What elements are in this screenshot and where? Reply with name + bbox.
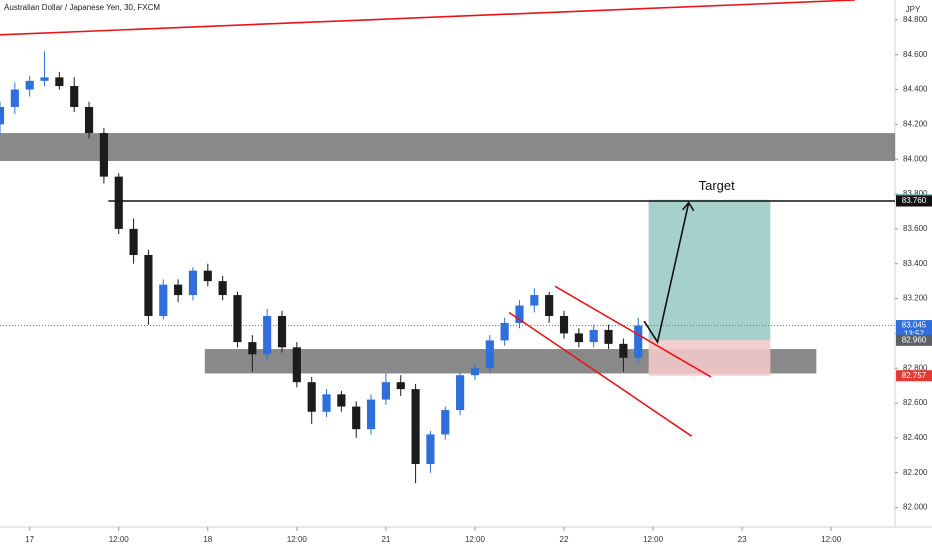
candle-body <box>233 295 242 343</box>
candle-body <box>619 343 628 358</box>
candle-body <box>203 270 212 282</box>
price-label: 83.760 <box>902 196 927 205</box>
candle-body <box>381 382 390 400</box>
candle-body <box>114 176 123 229</box>
price-label: 82.960 <box>902 335 927 344</box>
candle-body <box>515 305 524 323</box>
x-tick-label: 18 <box>203 535 212 544</box>
arrow-head <box>682 201 695 212</box>
candle-body <box>456 375 465 411</box>
y-tick-label: 82.800 <box>903 363 928 372</box>
candle-body <box>470 368 480 376</box>
price-label-time: 13:57 <box>904 330 925 339</box>
price-label: 82.757 <box>902 371 927 380</box>
candle-body <box>559 315 569 334</box>
y-tick-label: 82.400 <box>903 433 928 442</box>
candle-body <box>99 133 108 177</box>
price-label-box <box>896 195 932 207</box>
candle-body <box>574 333 583 343</box>
price-label: 83.045 <box>902 321 927 330</box>
candle-body <box>411 389 420 465</box>
candle-body <box>248 342 257 355</box>
candle-body <box>70 86 79 107</box>
candle-body <box>218 281 227 296</box>
candle-body <box>366 399 376 430</box>
y-tick-label: 84.400 <box>903 85 928 94</box>
annotation: Target <box>699 178 736 193</box>
y-tick-label: 82.200 <box>903 468 928 477</box>
candle-body <box>10 89 19 107</box>
candle-body <box>500 322 509 341</box>
candle-body <box>545 295 554 316</box>
x-tick-label: 12:00 <box>821 535 842 544</box>
y-tick-label: 84.200 <box>903 119 928 128</box>
zone <box>0 133 895 161</box>
candle-body <box>188 270 198 296</box>
trend-line <box>643 202 690 345</box>
y-tick-label: 84.600 <box>903 50 928 59</box>
candle-body <box>277 315 287 348</box>
candle-body <box>25 80 34 90</box>
candle-body <box>589 329 598 343</box>
candle-body <box>263 315 272 355</box>
price-label-box <box>896 370 932 382</box>
candle-body <box>352 406 361 430</box>
trend-line <box>554 285 712 378</box>
y-tick-label: 82.000 <box>903 503 928 512</box>
candle-body <box>55 77 64 87</box>
candle-body <box>485 340 494 369</box>
candle-body <box>129 228 138 256</box>
candle-body <box>604 329 613 344</box>
x-tick-label: 22 <box>560 535 569 544</box>
candle-body <box>159 284 168 316</box>
x-tick-label: 12:00 <box>643 535 664 544</box>
x-tick-label: 17 <box>25 535 34 544</box>
candle-body <box>322 394 331 412</box>
candle-body <box>396 382 405 390</box>
y-tick-label: 83.800 <box>903 189 928 198</box>
candle-body <box>530 295 539 306</box>
candle-body <box>634 325 643 358</box>
trend-line <box>508 311 693 437</box>
candle-body <box>144 255 153 316</box>
y-tick-label: 83.600 <box>903 224 928 233</box>
candle-body <box>426 434 435 465</box>
candle-body <box>84 106 94 134</box>
candle-body <box>174 284 183 296</box>
x-tick-label: 12:00 <box>465 535 486 544</box>
y-tick-label: 82.600 <box>903 398 928 407</box>
candle-body <box>307 382 316 412</box>
candle-body <box>292 347 301 383</box>
profit-zone <box>648 199 771 341</box>
candle-body <box>0 106 5 125</box>
x-tick-label: 23 <box>738 535 747 544</box>
trend-line <box>0 0 855 36</box>
price-label-box <box>896 334 932 346</box>
y-tick-label: 83.400 <box>903 259 928 268</box>
y-tick-label: 83.200 <box>903 294 928 303</box>
y-axis-label: JPY <box>906 5 921 14</box>
y-tick-label: 84.800 <box>903 15 928 24</box>
chart-title: Australian Dollar / Japanese Yen, 30, FX… <box>4 3 160 12</box>
x-tick-label: 21 <box>381 535 390 544</box>
y-tick-label: 84.000 <box>903 154 928 163</box>
loss-zone <box>648 340 771 376</box>
candle-body <box>337 394 346 407</box>
candle-body <box>40 77 49 81</box>
x-tick-label: 12:00 <box>287 535 308 544</box>
candle-body <box>441 410 450 435</box>
x-tick-label: 12:00 <box>109 535 130 544</box>
